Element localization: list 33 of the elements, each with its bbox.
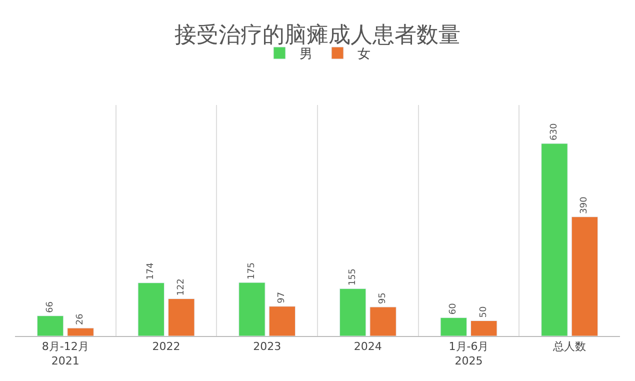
bar (470, 320, 498, 336)
legend-label: 女 (358, 47, 370, 62)
bar (36, 316, 64, 336)
x-tick-label: 总人数 (552, 340, 586, 354)
data-label: 174 (146, 262, 156, 280)
bar (67, 328, 94, 336)
data-label: 50 (478, 306, 489, 318)
legend-label: 男 (300, 47, 312, 62)
data-label: 97 (277, 292, 288, 304)
data-label: 155 (348, 268, 358, 286)
bar (138, 282, 164, 336)
data-label: 95 (378, 292, 388, 304)
data-label: 60 (448, 302, 459, 315)
bar (440, 317, 467, 336)
data-label: 26 (76, 313, 86, 326)
bar (571, 216, 598, 336)
data-label: 390 (580, 196, 590, 214)
bar (238, 282, 266, 336)
data-label: 122 (176, 278, 186, 296)
bar (339, 288, 366, 336)
data-label: 630 (549, 123, 560, 140)
x-tick-label: 1月-6月 2025 (448, 340, 489, 368)
x-tick-label: 8月-12月 2021 (42, 340, 89, 368)
bar (268, 306, 296, 336)
x-tick-label: 2022 (152, 340, 180, 354)
data-label: 175 (246, 262, 257, 280)
chart-title: 接受治疗的脑瘫成人患者数量 (174, 23, 460, 48)
x-tick-label: 2023 (253, 340, 282, 354)
bar (168, 298, 195, 336)
x-tick-label: 2024 (354, 340, 382, 354)
bar (370, 306, 396, 336)
data-label: 66 (45, 301, 56, 313)
bar (541, 143, 568, 336)
